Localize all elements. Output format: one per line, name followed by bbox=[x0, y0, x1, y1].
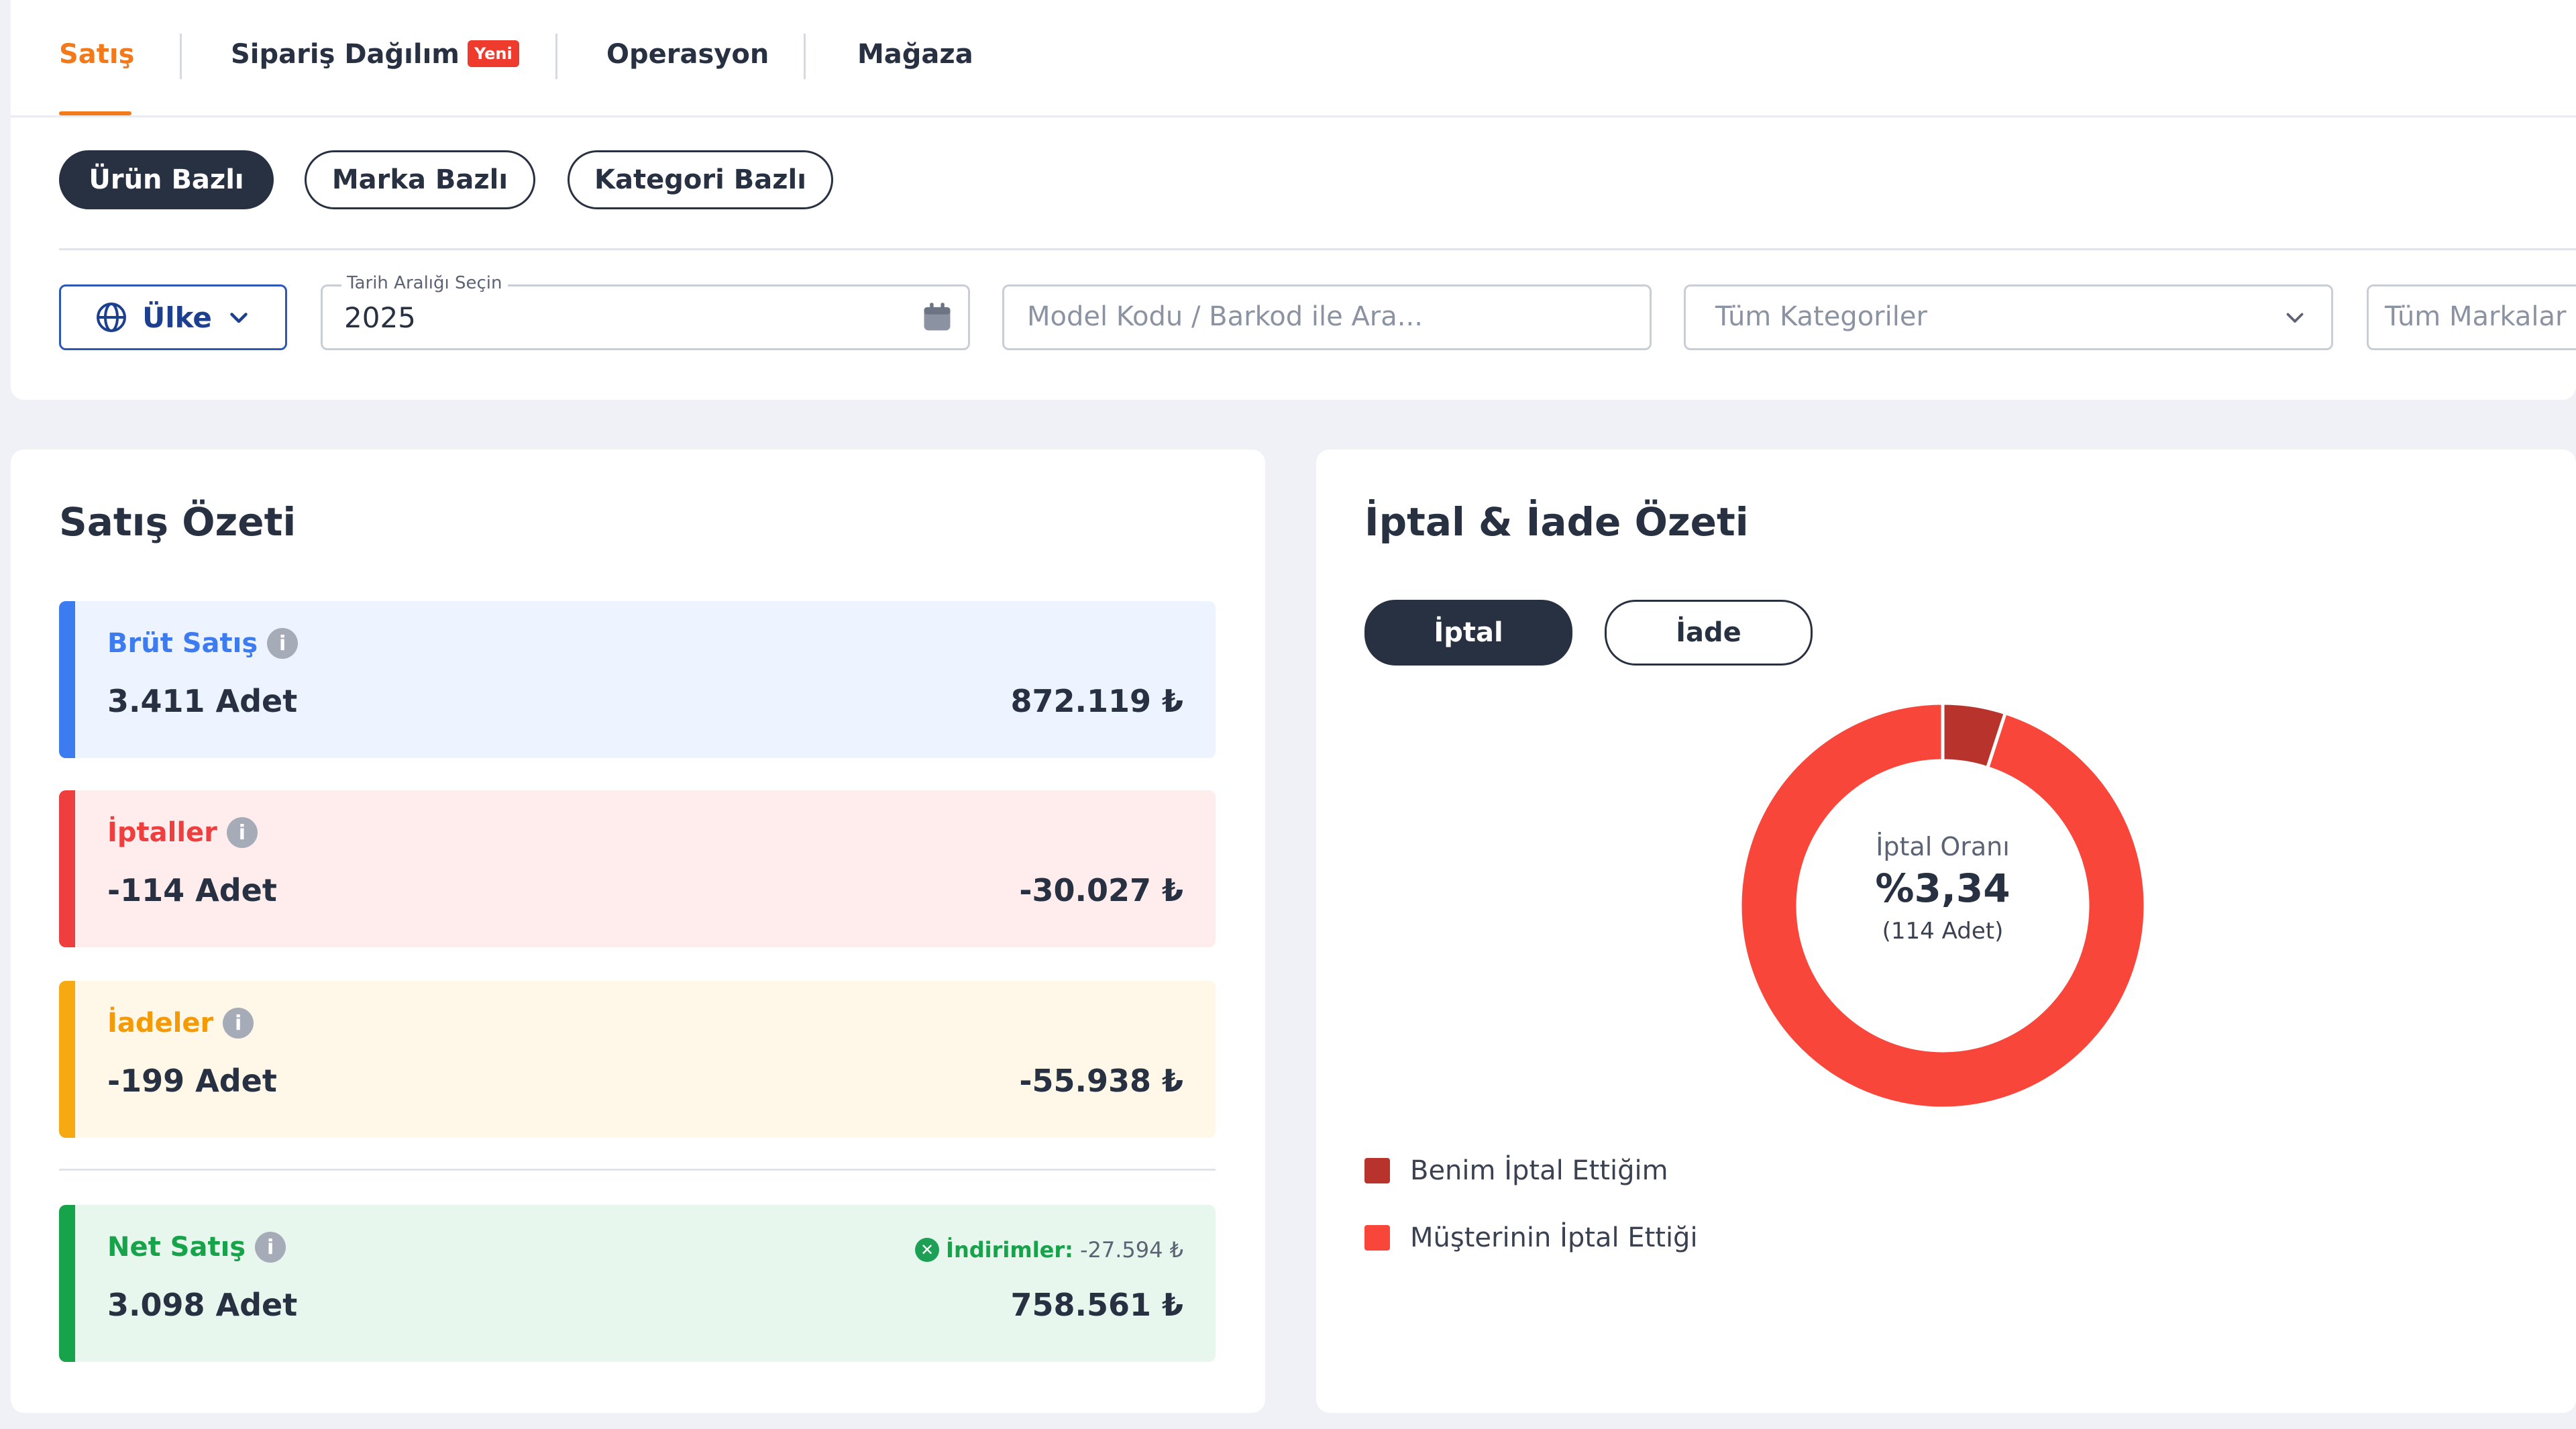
brand-select[interactable]: Tüm Markalar bbox=[2367, 284, 2576, 350]
gross-sales-qty: 3.411 Adet bbox=[107, 683, 298, 719]
close-circle-icon: ✕ bbox=[915, 1238, 940, 1262]
cancel-ratio-sub: (114 Adet) bbox=[1882, 918, 2004, 945]
info-icon[interactable]: i bbox=[267, 628, 299, 659]
product-based-button[interactable]: Ürün Bazlı bbox=[59, 150, 274, 209]
tab-store[interactable]: Mağaza bbox=[857, 39, 973, 70]
donut-slice-customer-cancel[interactable] bbox=[1738, 701, 2147, 1110]
legend-swatch bbox=[1364, 1225, 1390, 1251]
date-range-field[interactable]: Tarih Aralığı Seçin 2025 bbox=[321, 273, 970, 350]
return-summary-title: İptal & İade Özeti bbox=[1364, 499, 1749, 545]
tab-separator bbox=[180, 34, 182, 79]
cancel-ratio-value: %3,34 bbox=[1875, 865, 2010, 911]
sales-summary-title: Satış Özeti bbox=[59, 499, 297, 545]
legend-label: Müşterinin İptal Ettiği bbox=[1410, 1222, 1698, 1253]
tab-separator bbox=[804, 34, 806, 79]
category-select[interactable]: Tüm Kategoriler bbox=[1684, 284, 2333, 350]
discounts-label: İndirimler: bbox=[946, 1237, 1073, 1263]
info-icon[interactable]: i bbox=[223, 1008, 254, 1039]
returns-amount: -55.938 ₺ bbox=[1019, 1063, 1183, 1099]
cancel-ratio-donut-chart bbox=[1738, 701, 2147, 1110]
gross-sales-row: Brüt Satış i 3.411 Adet 872.119 ₺ bbox=[59, 601, 1216, 758]
tab-order-distribution[interactable]: Sipariş Dağılım Yeni bbox=[231, 39, 519, 70]
stat-label: Brüt Satış i bbox=[107, 628, 299, 659]
returns-row: İadeler i -199 Adet -55.938 ₺ bbox=[59, 981, 1216, 1138]
legend-item-my-cancel: Benim İptal Ettiğim bbox=[1364, 1155, 1668, 1186]
filter-card: Satış Sipariş Dağılım Yeni Operasyon Mağa… bbox=[11, 0, 2576, 400]
return-summary-card: İptal & İade Özeti İptal İade İptal Oran… bbox=[1316, 449, 2576, 1413]
chevron-down-icon bbox=[2286, 313, 2304, 323]
active-tab-indicator bbox=[59, 111, 131, 115]
return-toggle-button[interactable]: İade bbox=[1605, 600, 1813, 666]
gross-sales-label: Brüt Satış bbox=[107, 628, 258, 659]
brand-based-button[interactable]: Marka Bazlı bbox=[305, 150, 535, 209]
legend-swatch bbox=[1364, 1158, 1390, 1183]
net-sales-row: Net Satış i ✕ İndirimler: -27.594 ₺ 3.09… bbox=[59, 1205, 1216, 1362]
search-placeholder: Model Kodu / Barkod ile Ara... bbox=[1027, 301, 1423, 332]
cancellations-row: İptaller i -114 Adet -30.027 ₺ bbox=[59, 790, 1216, 947]
date-range-legend: Tarih Aralığı Seçin bbox=[341, 273, 508, 293]
category-based-button[interactable]: Kategori Bazlı bbox=[568, 150, 833, 209]
accent-bar bbox=[59, 790, 75, 947]
search-input[interactable]: Model Kodu / Barkod ile Ara... bbox=[1002, 284, 1652, 350]
sales-summary-card: Satış Özeti Brüt Satış i 3.411 Adet 872.… bbox=[11, 449, 1265, 1413]
net-sales-amount: 758.561 ₺ bbox=[1010, 1287, 1183, 1323]
donut-center: İptal Oranı %3,34 (114 Adet) bbox=[1809, 832, 2077, 945]
discounts-value: -27.594 ₺ bbox=[1079, 1237, 1183, 1263]
summary-divider bbox=[59, 1169, 1216, 1171]
cancel-ratio-label: İptal Oranı bbox=[1876, 832, 2010, 861]
info-icon[interactable]: i bbox=[255, 1232, 286, 1263]
accent-bar bbox=[59, 981, 75, 1138]
legend-label: Benim İptal Ettiğim bbox=[1410, 1155, 1668, 1186]
tab-sales[interactable]: Satış bbox=[59, 39, 135, 70]
info-icon[interactable]: i bbox=[226, 817, 258, 848]
tab-label: Sipariş Dağılım bbox=[231, 39, 460, 70]
cancellations-amount: -30.027 ₺ bbox=[1019, 872, 1183, 908]
accent-bar bbox=[59, 601, 75, 758]
chevron-down-icon bbox=[230, 313, 248, 323]
calendar-icon[interactable] bbox=[920, 300, 955, 335]
tab-bar: Satış Sipariş Dağılım Yeni Operasyon Mağa… bbox=[11, 0, 2576, 117]
new-badge: Yeni bbox=[467, 40, 519, 67]
cancel-toggle-button[interactable]: İptal bbox=[1364, 600, 1572, 666]
country-select[interactable]: Ülke bbox=[59, 284, 287, 350]
tab-separator bbox=[555, 34, 557, 79]
cancellations-qty: -114 Adet bbox=[107, 872, 277, 908]
gross-sales-amount: 872.119 ₺ bbox=[1010, 683, 1183, 719]
date-range-value: 2025 bbox=[344, 301, 416, 334]
accent-bar bbox=[59, 1205, 75, 1362]
filter-divider bbox=[59, 248, 2576, 250]
country-label: Ülke bbox=[142, 301, 212, 334]
returns-qty: -199 Adet bbox=[107, 1063, 277, 1099]
category-placeholder: Tüm Kategoriler bbox=[1715, 301, 1927, 332]
globe-icon bbox=[97, 303, 127, 332]
stat-label: Net Satış i bbox=[107, 1232, 286, 1263]
net-sales-label: Net Satış bbox=[107, 1232, 246, 1263]
discounts-info: ✕ İndirimler: -27.594 ₺ bbox=[915, 1237, 1183, 1263]
legend-item-customer-cancel: Müşterinin İptal Ettiği bbox=[1364, 1222, 1698, 1253]
brand-placeholder: Tüm Markalar bbox=[2385, 301, 2567, 332]
returns-label: İadeler bbox=[107, 1008, 214, 1039]
net-sales-qty: 3.098 Adet bbox=[107, 1287, 298, 1323]
tab-operations[interactable]: Operasyon bbox=[606, 39, 769, 70]
stat-label: İptaller i bbox=[107, 817, 258, 848]
cancellations-label: İptaller bbox=[107, 817, 217, 848]
stat-label: İadeler i bbox=[107, 1008, 254, 1039]
